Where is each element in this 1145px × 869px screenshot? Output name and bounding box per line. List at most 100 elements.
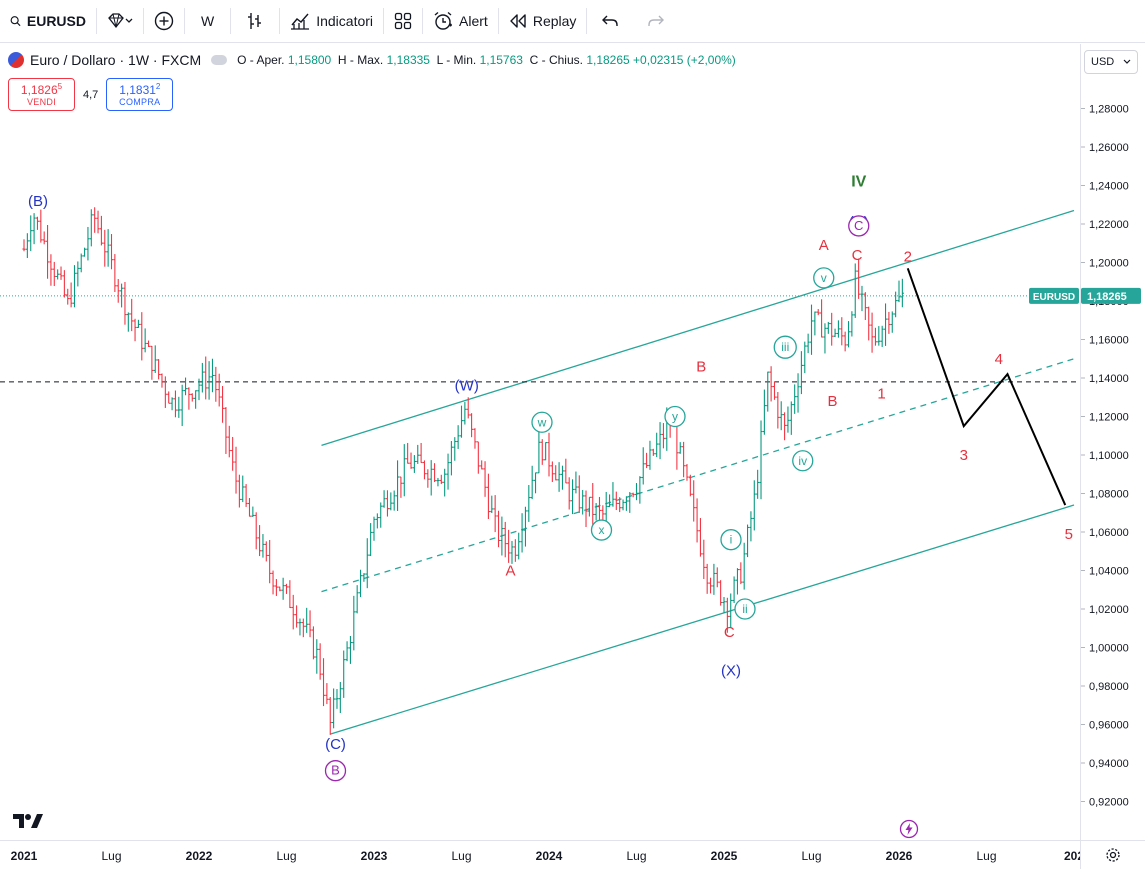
separator [96, 8, 97, 34]
wave-label[interactable]: 5 [1065, 526, 1073, 543]
wave-label[interactable]: 3 [960, 447, 968, 464]
bar-up [745, 524, 750, 558]
wave-label[interactable]: i [720, 529, 742, 551]
bar-up [877, 326, 881, 346]
wave-label[interactable]: w [531, 411, 553, 433]
bar-down [476, 441, 480, 474]
interval-button[interactable]: W [185, 0, 230, 43]
wave-label[interactable]: B [324, 760, 347, 782]
horizontal-line[interactable]: EURUSD [0, 287, 1080, 383]
chart-type-button[interactable] [231, 0, 279, 43]
wave-label[interactable]: 4 [995, 351, 1003, 368]
wave-label[interactable]: C [848, 215, 870, 237]
wave-label[interactable]: IV [851, 174, 866, 191]
wave-label[interactable]: (X) [721, 663, 741, 680]
bar-down [271, 570, 275, 595]
layouts-button[interactable] [384, 0, 422, 43]
bar-up [106, 229, 110, 267]
indicators-button[interactable]: Indicatori [280, 0, 383, 43]
bar-up [436, 477, 440, 487]
time-tick-label: 202 [1064, 849, 1080, 863]
favorites-button[interactable] [97, 0, 143, 43]
wave-label[interactable]: x [590, 519, 613, 541]
alert-button[interactable]: Alert [423, 0, 498, 43]
wave-label[interactable]: B [827, 393, 837, 410]
bar-up [153, 345, 157, 373]
bar-up [544, 442, 548, 461]
wave-label-text: 2 [904, 249, 912, 266]
time-scale[interactable]: 2021 Lug 2022 Lug 2023 Lug 2024 Lug 2025 Lug 2026 L… [0, 840, 1084, 869]
price-tick-label: 1,16000 [1089, 335, 1129, 347]
bar-down [554, 465, 558, 481]
wave-label[interactable]: (B) [28, 193, 48, 210]
projection-path[interactable] [906, 267, 1067, 506]
undo-icon [602, 15, 619, 26]
legend-title[interactable]: Euro / Dollaro · 1W · FXCM [30, 52, 202, 68]
bar-up [261, 534, 265, 558]
wave-label-text: C [854, 218, 863, 233]
wave-label-text: B [331, 763, 340, 778]
wave-label[interactable]: y [664, 405, 686, 428]
wave-labels[interactable]: (B)(W)wxyAB(C)BiiiC(X)iiiivvABC(Y)CIV123… [28, 174, 1073, 782]
bar-up [510, 540, 514, 564]
bar-down [328, 697, 332, 735]
search-icon [10, 16, 21, 27]
wave-label[interactable]: B [696, 358, 706, 375]
wave-label[interactable]: C [724, 624, 735, 641]
chevron-down-icon [1123, 59, 1131, 64]
wave-label-text: i [730, 533, 733, 547]
redo-button[interactable] [633, 0, 679, 43]
wave-label[interactable]: v [813, 267, 835, 289]
wave-label[interactable]: iii [773, 335, 797, 359]
wave-label[interactable]: (C) [325, 736, 346, 753]
wave-label[interactable]: iv [792, 450, 814, 472]
bar-down [432, 463, 437, 483]
tradingview-logo[interactable] [12, 812, 44, 830]
bar-down [52, 261, 56, 287]
replay-button[interactable]: Replay [499, 0, 587, 43]
bar-up [89, 209, 93, 247]
currency-select[interactable]: USD [1084, 50, 1138, 74]
bar-down [618, 497, 622, 513]
wave-label[interactable]: A [505, 563, 515, 580]
time-tick-label: Lug [276, 849, 296, 863]
buy-button[interactable]: 1,18312 COMPRA [106, 78, 174, 111]
bar-up [177, 396, 181, 418]
bar-up [395, 460, 400, 511]
bar-up [76, 261, 80, 287]
bar-down [705, 563, 709, 594]
bar-up [823, 323, 827, 354]
symbol-search-button[interactable]: EURUSD [0, 0, 96, 43]
bar-up [338, 682, 342, 713]
bar-down [167, 391, 171, 404]
wave-label[interactable]: A [819, 237, 829, 254]
bar-down [857, 258, 861, 299]
chart-settings-button[interactable] [1080, 840, 1145, 869]
event-lightning-icon[interactable] [899, 819, 919, 839]
bar-down [651, 448, 655, 456]
wave-label[interactable]: 1 [877, 385, 885, 402]
wave-label-circle [773, 335, 797, 359]
bar-down [399, 476, 403, 498]
bar-down [264, 541, 268, 562]
symbol-price-tag-label: EURUSD [1033, 292, 1075, 303]
time-tick-label: Lug [101, 849, 121, 863]
compare-add-button[interactable] [144, 0, 184, 43]
price-scale[interactable]: 1,280001,260001,240001,220001,200001,180… [1080, 44, 1145, 840]
bar-down [318, 643, 322, 680]
undo-button[interactable] [587, 0, 633, 43]
bar-up [119, 283, 124, 308]
wave-label[interactable]: (W) [455, 378, 479, 395]
price-tick-label: 0,96000 [1089, 720, 1129, 732]
time-tick-label: Lug [801, 849, 821, 863]
channel-lines[interactable] [321, 209, 1075, 735]
wave-label-text: 3 [960, 447, 968, 464]
wave-label[interactable]: C [852, 247, 863, 264]
sell-button[interactable]: 1,18265 VENDI [8, 78, 75, 111]
bar-down [227, 425, 231, 458]
bar-down [109, 234, 114, 270]
wave-label[interactable]: ii [734, 598, 756, 620]
price-chart[interactable]: EURUSD (B)(W)wxyAB(C)BiiiC(X)iiiivvABC(Y… [0, 44, 1080, 840]
wave-label[interactable]: 2 [904, 249, 912, 266]
plus-circle-icon [154, 11, 174, 31]
